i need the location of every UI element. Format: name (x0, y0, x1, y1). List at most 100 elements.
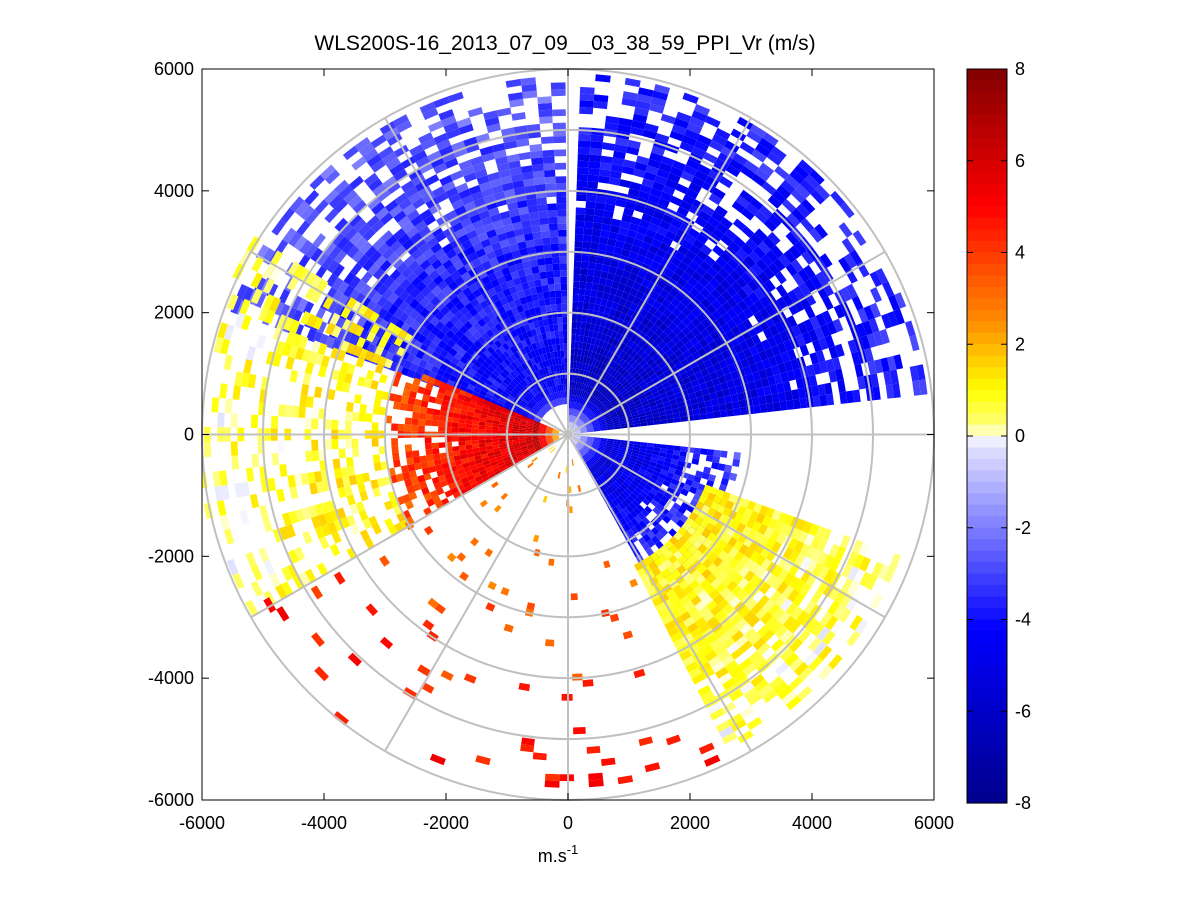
velocity-cell (780, 179, 796, 194)
velocity-cell (408, 491, 418, 501)
velocity-cell (595, 195, 607, 204)
velocity-cell (485, 429, 492, 433)
velocity-cell (576, 389, 580, 397)
velocity-cell (491, 241, 502, 251)
velocity-cell (539, 426, 547, 430)
velocity-cell (421, 353, 431, 363)
velocity-cell (572, 438, 578, 444)
velocity-cell (771, 364, 781, 376)
velocity-cell (359, 490, 369, 502)
velocity-cell (575, 334, 580, 342)
velocity-cell (602, 398, 609, 405)
velocity-cell (540, 399, 546, 406)
velocity-cell (752, 637, 767, 651)
velocity-cell (528, 447, 535, 451)
velocity-cell (460, 296, 471, 307)
velocity-cell (660, 507, 670, 516)
velocity-cell (526, 359, 534, 367)
velocity-cell (600, 319, 607, 328)
velocity-cell (838, 222, 853, 238)
velocity-cell (667, 321, 678, 332)
velocity-cell (392, 114, 409, 128)
velocity-cell (617, 476, 625, 484)
velocity-cell (393, 459, 401, 468)
velocity-cell (267, 477, 277, 492)
velocity-cell (712, 362, 722, 372)
velocity-cell (718, 375, 727, 384)
velocity-cell (501, 451, 509, 456)
velocity-cell (573, 395, 576, 403)
velocity-cell (573, 409, 577, 416)
velocity-cell (669, 130, 685, 142)
velocity-cell (446, 290, 457, 301)
velocity-cell (311, 418, 319, 430)
velocity-cell (650, 291, 660, 301)
velocity-cell (622, 345, 631, 354)
velocity-cell (737, 300, 749, 312)
velocity-cell (634, 400, 642, 406)
velocity-cell (650, 97, 667, 108)
velocity-cell (448, 374, 458, 383)
velocity-cell (784, 390, 793, 401)
velocity-cell (543, 339, 549, 347)
velocity-cell (555, 182, 567, 190)
velocity-cell (560, 397, 563, 405)
velocity-cell (439, 305, 450, 316)
velocity-cell (522, 370, 529, 378)
velocity-cell (717, 396, 726, 405)
velocity-cell (675, 111, 692, 123)
velocity-cell (718, 725, 735, 739)
velocity-cell (556, 203, 567, 210)
velocity-cell (679, 141, 694, 153)
velocity-cell (537, 102, 553, 111)
velocity-cell (502, 407, 511, 413)
velocity-cell (839, 534, 851, 549)
velocity-cell (568, 401, 571, 409)
velocity-cell (624, 467, 632, 474)
velocity-cell (407, 168, 423, 181)
velocity-cell (372, 183, 387, 197)
velocity-cell (707, 492, 716, 502)
velocity-cell (686, 302, 697, 313)
colorbar-swatch (967, 516, 1007, 529)
velocity-cell (611, 280, 620, 290)
velocity-cell (423, 473, 432, 481)
velocity-cell (828, 543, 840, 558)
velocity-cell (375, 207, 390, 220)
velocity-cell (707, 216, 720, 228)
velocity-cell (573, 727, 586, 735)
velocity-cell (720, 381, 729, 391)
velocity-cell (583, 418, 590, 424)
velocity-cell (764, 279, 776, 292)
velocity-cell (634, 275, 645, 285)
velocity-cell (591, 389, 598, 396)
velocity-cell (739, 406, 748, 416)
velocity-cell (600, 439, 608, 442)
velocity-cell (587, 412, 594, 418)
velocity-cell (279, 464, 288, 477)
velocity-cell (635, 100, 651, 110)
velocity-cell (484, 368, 493, 377)
velocity-cell (670, 569, 681, 580)
colorbar-swatch (967, 401, 1007, 414)
velocity-cell (521, 303, 530, 312)
velocity-cell (603, 462, 611, 469)
velocity-cell (775, 594, 788, 608)
velocity-cell (534, 445, 542, 450)
velocity-cell (604, 460, 612, 467)
velocity-cell (580, 430, 588, 433)
velocity-cell (513, 125, 528, 134)
velocity-cell (531, 397, 538, 404)
velocity-cell (761, 181, 777, 196)
colorbar-tick-label: -4 (1015, 610, 1031, 630)
velocity-cell (418, 162, 434, 174)
velocity-cell (343, 284, 355, 298)
velocity-cell (500, 381, 508, 389)
velocity-cell (764, 394, 773, 404)
velocity-cell (570, 395, 573, 402)
velocity-cell (655, 133, 670, 144)
velocity-cell (554, 162, 567, 170)
velocity-cell (510, 215, 522, 224)
velocity-cell (579, 274, 587, 283)
